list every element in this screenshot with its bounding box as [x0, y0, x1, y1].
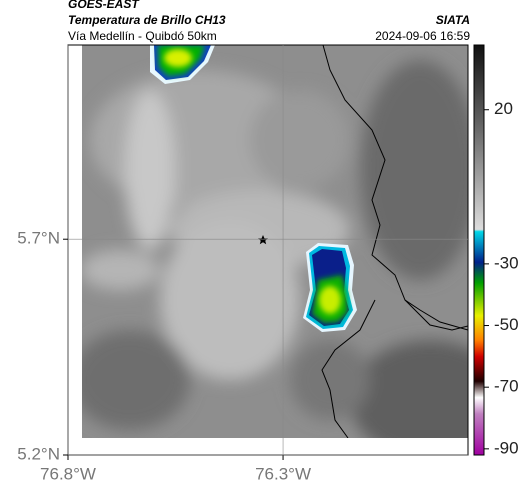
colorbar-tick-label: -30	[494, 253, 519, 272]
route: Vía Medellín - Quibdó 50km	[68, 29, 217, 43]
cold-cloud-south	[303, 243, 357, 332]
x-tick-label: 76.3°W	[255, 464, 311, 483]
colorbar-tick-label: -50	[494, 315, 519, 334]
product: Temperatura de Brillo CH13	[68, 13, 226, 27]
satellite-image	[82, 45, 468, 438]
colorbar-tick-label: 20	[494, 99, 513, 118]
colorbar-tick-label: -70	[494, 377, 519, 396]
satellite: GOES-EAST	[68, 0, 140, 11]
source: SIATA	[436, 13, 470, 27]
x-tick-label: 76.8°W	[40, 464, 96, 483]
location-marker	[258, 235, 268, 245]
colorbar	[473, 44, 485, 456]
y-tick-label: 5.7°N	[17, 229, 60, 248]
datetime: 2024-09-06 16:59	[375, 29, 470, 43]
y-tick-label: 5.2°N	[17, 444, 60, 463]
colorbar-tick-label: -90	[494, 438, 519, 457]
cold-cloud-north	[150, 45, 215, 84]
boundaries	[321, 45, 468, 438]
